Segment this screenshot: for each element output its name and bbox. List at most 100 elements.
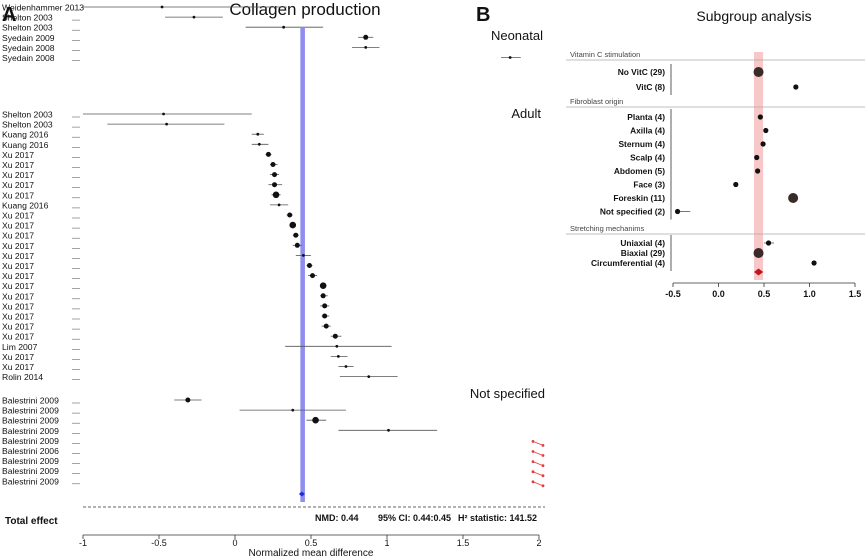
excluded-mark-line xyxy=(532,481,544,487)
subgroup-rows: No VitC (29) VitC (8) Planta (4) Axilla (4)… xyxy=(591,67,817,268)
excluded-mark-dot xyxy=(531,440,535,443)
subgroup-x-tick-label: 0.0 xyxy=(712,289,725,299)
subgroup-header-label: Fibroblast origin xyxy=(570,97,623,106)
study-label: Balestrini 2009 xyxy=(2,416,59,426)
effect-point xyxy=(367,375,371,378)
effect-point xyxy=(323,323,329,329)
study-label: Syedain 2009 xyxy=(2,33,55,43)
x-tick-label: -1 xyxy=(79,538,87,548)
subgroup-x-tick-label: 1.0 xyxy=(803,289,816,299)
effect-point xyxy=(310,273,316,279)
stat-nmd: NMD: 0.44 xyxy=(315,513,359,523)
subgroup-row-label: Scalp (4) xyxy=(630,153,665,163)
excluded-mark-dot xyxy=(541,464,545,467)
effect-point xyxy=(160,5,164,9)
x-axis-ticks: -1 -0.5 0 0.5 1 1.5 2 xyxy=(79,535,542,548)
excluded-mark-dot xyxy=(531,470,535,474)
effect-point xyxy=(257,142,261,146)
subgroup-row-label: VitC (8) xyxy=(636,82,665,92)
pooled-effect-band xyxy=(300,28,305,502)
study-label: Weidenhammer 2013 xyxy=(2,3,84,13)
study-label: Xu 2017 xyxy=(2,261,34,271)
study-label: Xu 2017 xyxy=(2,271,34,281)
subgroup-effect-point xyxy=(755,168,761,174)
pooled-effect-marker xyxy=(298,491,305,497)
section-label-adult: Adult xyxy=(511,106,541,121)
excluded-mark-dot xyxy=(541,444,545,447)
effect-point xyxy=(282,25,286,29)
study-label: Xu 2017 xyxy=(2,150,34,160)
excluded-mark-dot xyxy=(531,450,535,453)
panel-b-letter: B xyxy=(476,4,490,26)
excluded-mark-dot xyxy=(531,480,535,484)
x-tick-label: 1 xyxy=(384,538,389,548)
study-label: Xu 2017 xyxy=(2,190,34,200)
study-label: Shelton 2003 xyxy=(2,13,53,23)
subgroup-effect-point xyxy=(765,240,772,246)
effect-point xyxy=(165,122,169,126)
subgroup-headers: Vitamin C stimulation Fibroblast origin St… xyxy=(566,50,865,271)
study-label: Xu 2017 xyxy=(2,241,34,251)
excluded-mark-dot xyxy=(541,484,545,488)
study-label: Xu 2017 xyxy=(2,211,34,221)
effect-point xyxy=(322,303,328,309)
subgroup-row-label: Not specified (2) xyxy=(600,207,665,217)
x-tick-label: 0 xyxy=(232,538,237,548)
excluded-mark-dot xyxy=(541,454,545,457)
study-label: Balestrini 2009 xyxy=(2,466,59,476)
study-label: Xu 2017 xyxy=(2,221,34,231)
excluded-mark-line xyxy=(532,471,544,477)
subgroup-effect-point xyxy=(674,208,681,215)
effect-point xyxy=(363,34,369,40)
subgroup-pooled-diamond xyxy=(753,268,764,276)
x-tick-label: -0.5 xyxy=(151,538,167,548)
effect-point xyxy=(302,254,305,257)
subgroup-row-label: Circumferential (4) xyxy=(591,258,665,268)
x-axis-label: Normalized mean difference xyxy=(249,548,374,559)
panel-a-title: Collagen production xyxy=(229,0,380,19)
study-label: Xu 2017 xyxy=(2,291,34,301)
subgroup-header-label: Vitamin C stimulation xyxy=(570,50,640,59)
subgroup-effect-point xyxy=(811,260,817,266)
effect-point xyxy=(335,344,339,348)
x-tick-label: 0.5 xyxy=(305,538,318,548)
section-label-not-specified: Not specified xyxy=(470,386,545,401)
x-tick-label: 2 xyxy=(536,538,541,548)
study-label: Balestrini 2009 xyxy=(2,406,59,416)
effect-point xyxy=(364,46,368,49)
subgroup-row-label: Abdomen (5) xyxy=(614,166,665,176)
subgroup-effect-point xyxy=(757,114,763,120)
excluded-mark-dot xyxy=(531,460,535,463)
study-label: Balestrini 2009 xyxy=(2,426,59,436)
subgroup-x-tick-label: 1.5 xyxy=(849,289,862,299)
panel-a-letter: A xyxy=(2,4,16,26)
effect-point xyxy=(322,313,328,319)
effect-point xyxy=(287,212,293,218)
study-label: Balestrini 2009 xyxy=(2,396,59,406)
effect-point xyxy=(332,333,338,339)
study-label: Xu 2017 xyxy=(2,312,34,322)
effect-point xyxy=(162,112,165,116)
panel-b-title: Subgroup analysis xyxy=(696,8,811,24)
subgroup-effect-point xyxy=(793,84,799,90)
stat-ci: 95% CI: 0.44:0.45 xyxy=(378,513,451,523)
effect-point xyxy=(293,232,299,238)
study-label: Shelton 2003 xyxy=(2,110,53,120)
excluded-mark-dot xyxy=(541,474,545,478)
effect-point xyxy=(185,397,191,403)
study-label: Balestrini 2009 xyxy=(2,456,59,466)
study-label: Xu 2017 xyxy=(2,160,34,170)
effect-point xyxy=(312,416,319,424)
study-label: Xu 2017 xyxy=(2,301,34,311)
study-label: Xu 2017 xyxy=(2,281,34,291)
effect-point xyxy=(192,15,196,19)
study-label: Kuang 2016 xyxy=(2,130,49,140)
panel-b-subgroup-plot: B Subgroup analysis Vitamin C stimulatio… xyxy=(476,4,865,299)
effect-point xyxy=(265,151,271,157)
effect-point xyxy=(272,191,280,199)
subgroup-header-label: Stretching mechanims xyxy=(570,224,644,233)
study-label: Xu 2017 xyxy=(2,332,34,342)
study-label: Kuang 2016 xyxy=(2,200,49,210)
subgroup-row-label: No VitC (29) xyxy=(618,67,666,77)
